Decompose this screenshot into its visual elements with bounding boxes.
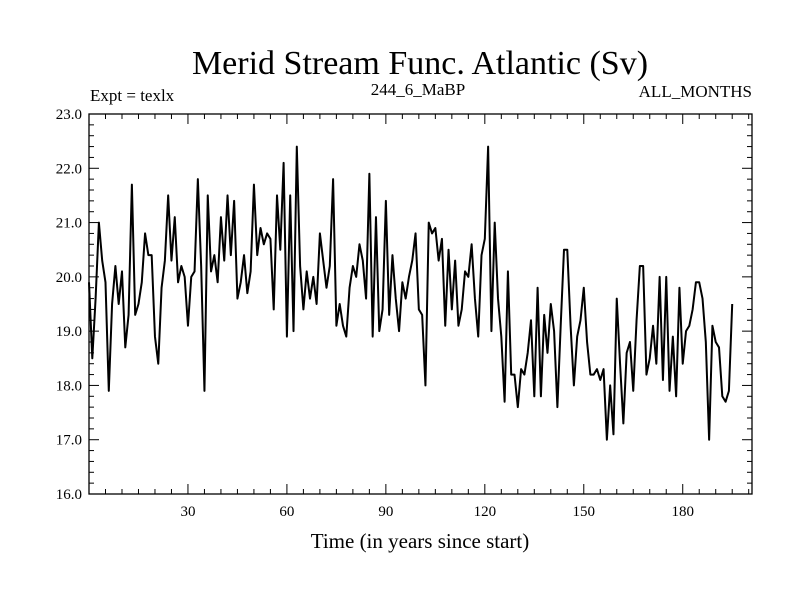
x-tick-label: 180 (671, 504, 694, 520)
y-tick-label: 22.0 (56, 161, 82, 177)
x-tick-label: 120 (474, 504, 497, 520)
x-axis-label: Time (in years since start) (311, 529, 530, 553)
y-tick-label: 16.0 (56, 487, 82, 503)
chart-title: Merid Stream Func. Atlantic (Sv) (192, 45, 648, 82)
y-tick-label: 21.0 (56, 216, 82, 232)
y-tick-label: 23.0 (56, 107, 82, 123)
x-tick-label: 90 (378, 504, 393, 520)
experiment-label: Expt = texlx (90, 86, 175, 105)
x-tick-label: 150 (573, 504, 596, 520)
x-tick-label: 60 (279, 504, 294, 520)
y-axis-ticks: 16.0 17.0 18.0 19.0 20.0 21.0 22.0 23.0 (56, 107, 752, 503)
y-tick-label: 19.0 (56, 324, 82, 340)
series-group (88, 145, 734, 441)
x-tick-label: 30 (180, 504, 195, 520)
x-axis-ticks: 30 60 90 120 150 180 (104, 114, 750, 520)
y-tick-label: 20.0 (56, 270, 82, 286)
y-tick-label: 18.0 (56, 378, 82, 394)
period-label: 244_6_MaBP (371, 80, 465, 99)
series-line (88, 145, 734, 441)
months-label: ALL_MONTHS (639, 82, 752, 101)
y-tick-label: 17.0 (56, 433, 82, 449)
